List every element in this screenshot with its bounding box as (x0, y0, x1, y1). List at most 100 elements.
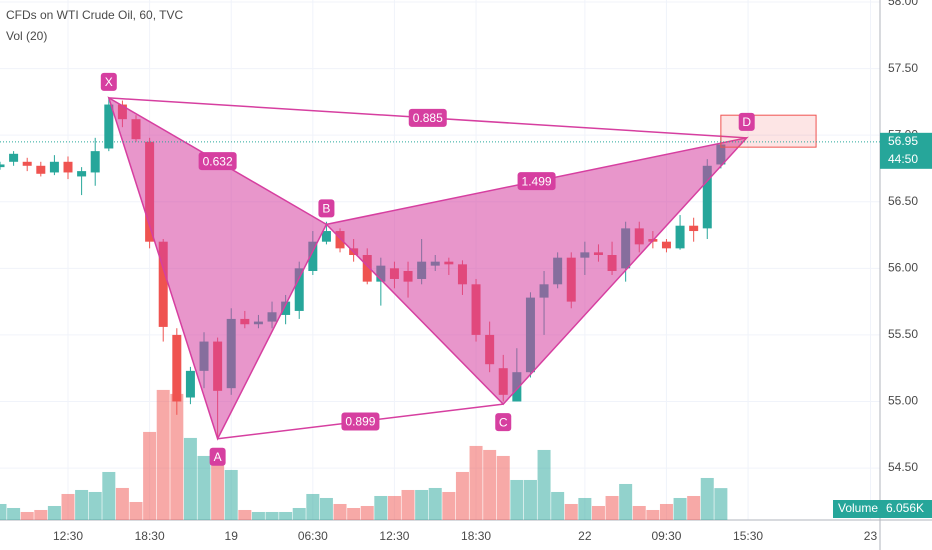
x-tick-label: 12:30 (53, 529, 83, 543)
volume-bar (7, 507, 21, 520)
chart-title: CFDs on WTI Crude Oil, 60, TVC (6, 8, 183, 22)
volume-badge-name (833, 500, 880, 518)
volume-bar (469, 445, 483, 520)
volume-bar (197, 455, 211, 520)
volume-bar (238, 509, 252, 520)
volume-bar (496, 455, 510, 520)
candle-body (661, 241, 671, 249)
volume-bar (659, 503, 673, 520)
volume-bar (333, 503, 347, 520)
point-label: B (322, 202, 330, 216)
candle-body (308, 241, 318, 271)
candle-body (158, 241, 168, 327)
x-tick-label: 19 (225, 529, 239, 543)
volume-bar (47, 505, 61, 520)
volume-bar (115, 487, 129, 520)
candle-body (104, 104, 114, 149)
volume-bar (537, 449, 551, 520)
candle-body (172, 334, 182, 402)
point-label: X (105, 75, 113, 89)
volume-bar (510, 479, 524, 520)
candle-body (689, 225, 699, 232)
y-tick-label: 55.00 (888, 394, 918, 408)
ratio-badge (341, 412, 380, 431)
point-label: D (742, 115, 751, 129)
volume-bar (578, 497, 592, 520)
volume-bar (265, 511, 279, 520)
candle-body (281, 301, 291, 315)
volume-value-label: 6.056K (886, 501, 924, 515)
volume-bar (632, 505, 646, 520)
ratio-badge (517, 172, 556, 191)
candle-body (22, 161, 32, 166)
volume-bar (143, 431, 157, 520)
candle-body (185, 370, 195, 398)
candle-body (362, 255, 372, 282)
point-badge (209, 447, 226, 466)
volume-bar (673, 497, 687, 520)
ratio-badge (198, 152, 237, 171)
volume-bar (428, 487, 442, 520)
volume-bar (687, 495, 701, 520)
volume-bar (360, 505, 374, 520)
volume-bar (347, 507, 361, 520)
volume-bar (129, 501, 143, 520)
y-tick-label: 54.50 (888, 460, 918, 474)
ratio-badge (408, 108, 447, 127)
y-tick-label: 58.00 (888, 0, 918, 8)
point-badge (100, 72, 117, 91)
x-tick-label: 22 (578, 529, 592, 543)
volume-bar (170, 393, 184, 520)
candle-body (675, 225, 685, 249)
volume-bar (523, 479, 537, 520)
volume-bar (619, 483, 633, 520)
point-label: A (214, 450, 222, 464)
x-tick-label: 06:30 (298, 529, 328, 543)
volume-bar (442, 491, 456, 520)
x-tick-label: 15:30 (733, 529, 763, 543)
volume-bar (211, 459, 225, 520)
x-tick-label: 12:30 (379, 529, 409, 543)
x-tick-label: 18:30 (135, 529, 165, 543)
candle-body (36, 165, 46, 174)
point-badge (495, 413, 512, 432)
volume-bar (224, 469, 238, 520)
volume-bar (455, 471, 469, 520)
x-tick-label: 23 (864, 529, 878, 543)
volume-bar (20, 511, 34, 520)
y-tick-label: 56.50 (888, 194, 918, 208)
volume-bar (88, 491, 102, 520)
volume-bar (591, 505, 605, 520)
candle-body (9, 153, 19, 162)
volume-bar (319, 497, 333, 520)
candle-body (294, 268, 304, 311)
ratio-label: 1.499 (522, 174, 552, 188)
volume-bar (646, 509, 660, 520)
volume-bar (374, 495, 388, 520)
volume-bar (387, 495, 401, 520)
x-tick-label: 18:30 (461, 529, 491, 543)
volume-bar (700, 477, 714, 520)
volume-bar (564, 503, 578, 520)
volume-bar (183, 437, 197, 520)
candle-body (90, 151, 100, 173)
volume-bar (34, 509, 48, 520)
volume-name: Volume (838, 501, 878, 515)
volume-bar (292, 507, 306, 520)
candle-body (335, 231, 345, 249)
candle-body (63, 161, 73, 173)
volume-bar (605, 495, 619, 520)
volume-bar (61, 493, 75, 520)
y-tick-label: 55.50 (888, 327, 918, 341)
target-zone (720, 114, 817, 148)
ratio-label: 0.632 (203, 154, 233, 168)
volume-bar (0, 503, 7, 520)
ratio-label: 0.899 (345, 415, 375, 429)
candle-body (321, 231, 331, 242)
point-label: C (499, 415, 508, 429)
candle-body (702, 165, 712, 229)
y-tick-label: 56.00 (888, 260, 918, 274)
volume-legend: Vol (20) (6, 29, 47, 43)
volume-bar (401, 489, 415, 520)
